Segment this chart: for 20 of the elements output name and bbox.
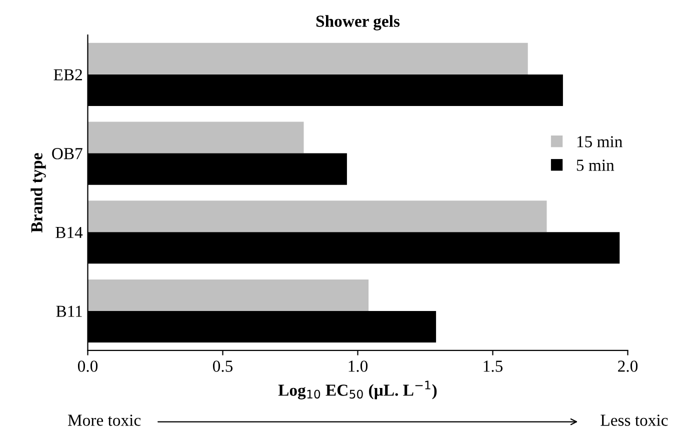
bar <box>88 122 304 154</box>
x-tick-label: 0.0 <box>78 360 98 372</box>
x-tick-label: 1.0 <box>348 360 368 372</box>
x-tick-label: 2.0 <box>618 360 638 372</box>
x-tick-label: 0.5 <box>212 360 233 372</box>
x-tick-label: 1.5 <box>484 360 503 372</box>
bar <box>88 279 369 311</box>
y-tick-label: OB7 <box>52 148 82 160</box>
text: Less toxic <box>600 414 668 426</box>
text: More toxic <box>68 414 141 426</box>
y-tick-label: B14 <box>56 226 83 238</box>
y-tick-label: B11 <box>56 306 82 317</box>
x-axis-title: Log$_{10}$ EC$_{50}$ (µL. L$^{−1}$) <box>278 380 437 400</box>
chart-title: Shower gels <box>316 15 400 30</box>
y-tick-label: EB2 <box>54 69 82 80</box>
legend-label: 15 min <box>577 136 622 148</box>
legend-label: 5 min <box>576 160 614 171</box>
bar <box>88 200 547 232</box>
y-axis-title: Brand type <box>30 153 46 232</box>
bar <box>88 42 528 74</box>
